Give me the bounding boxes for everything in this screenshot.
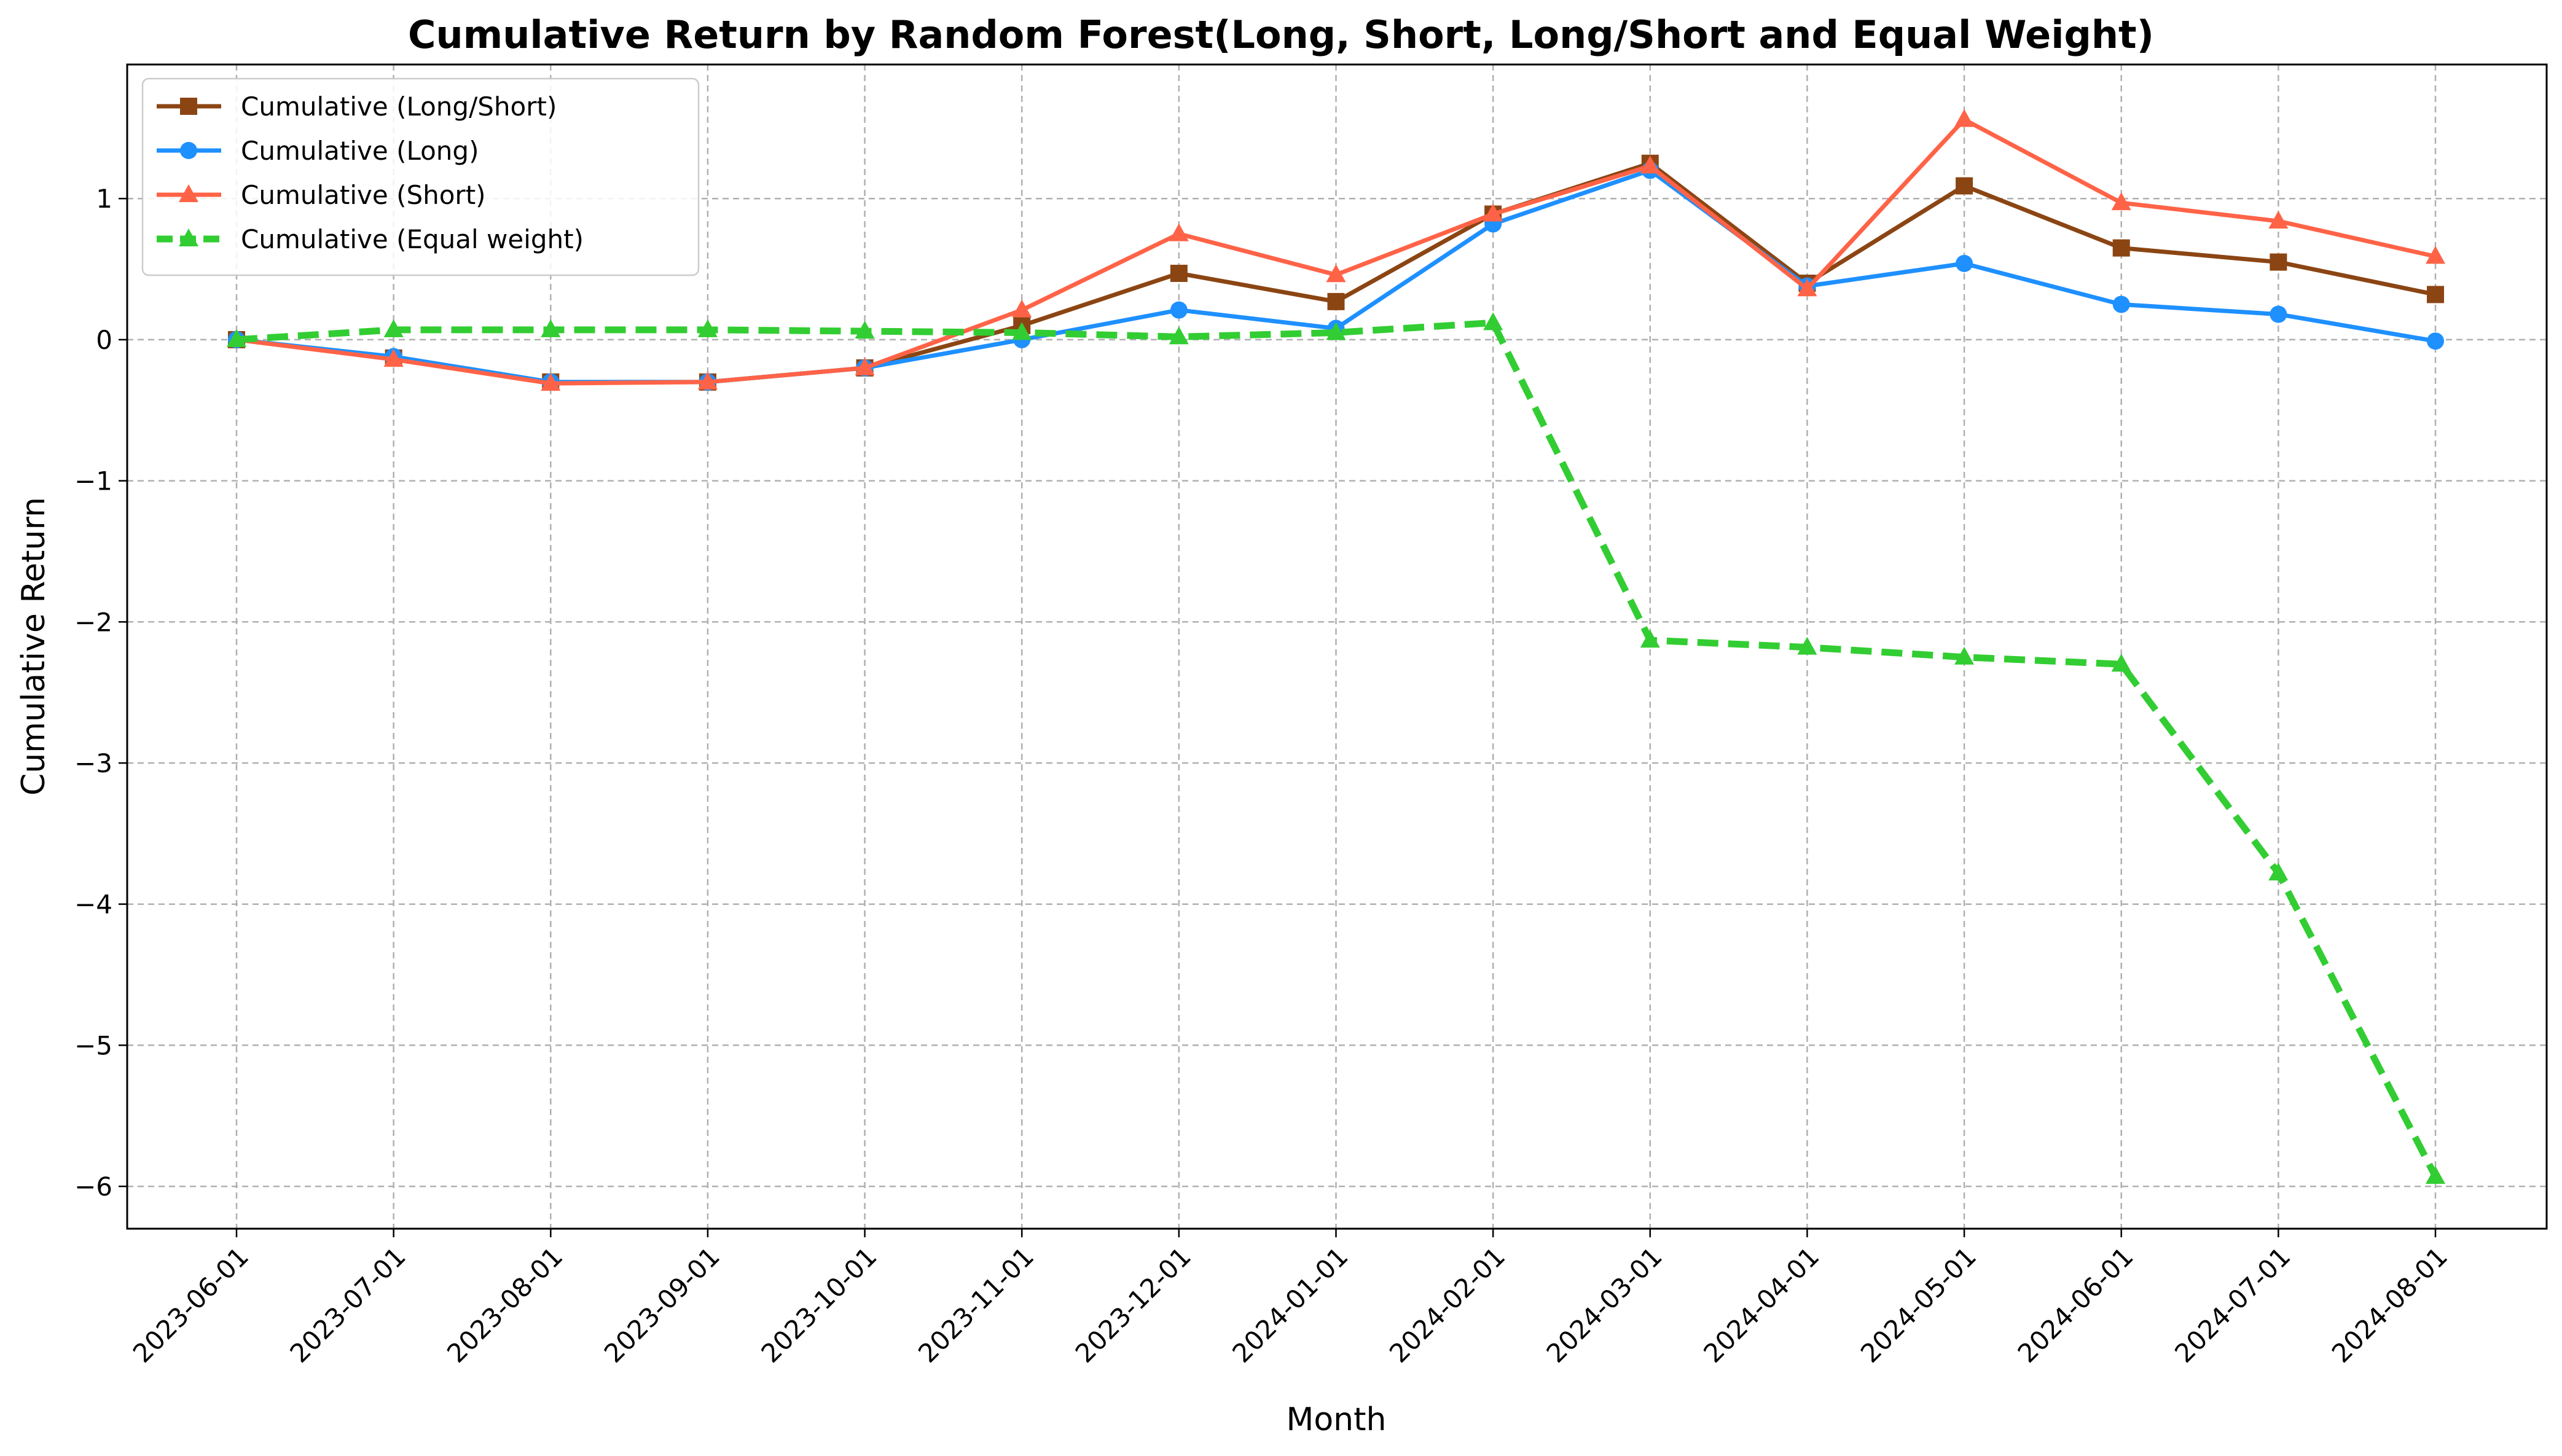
y-tick-label: −4 [74,890,112,920]
chart-title: Cumulative Return by Random Forest(Long,… [408,12,2154,57]
data-point [855,357,875,375]
series-cumulative-equal-weight [227,312,2445,1184]
data-point [1326,264,1346,283]
legend-box [141,77,700,276]
y-tick-label: −1 [74,466,112,496]
data-point [855,321,875,339]
data-point [1326,322,1346,340]
data-point [1170,264,1188,282]
y-tick-label: −3 [74,748,112,778]
y-tick-label: −5 [74,1030,112,1060]
y-tick-label: 1 [96,184,112,214]
data-point [1954,646,1975,665]
data-point [1956,177,1973,195]
data-point [2268,863,2289,881]
x-tick-label: 2023-08-01 [441,1241,568,1368]
data-point [1483,312,1503,331]
x-axis-ticks: 2023-06-01 2023-07-01 2023-08-01 2023-09-01… [127,1229,2453,1369]
data-point [697,319,718,337]
data-point [697,371,718,389]
legend-marker [180,142,197,159]
data-point [1169,223,1189,241]
legend-marker [179,184,198,202]
data-point [1170,301,1188,319]
y-tick-label: −6 [74,1172,112,1202]
legend-label: Cumulative (Short) [241,180,486,210]
x-tick-label: 2024-06-01 [2012,1241,2139,1368]
data-point [1327,292,1345,310]
x-tick-label: 2023-10-01 [755,1241,882,1368]
legend-item: Cumulative (Short) [157,180,486,210]
data-point [227,329,246,347]
y-axis-ticks: 1 0 −1 −2 −3 −4 −5 −6 [74,184,127,1202]
y-tick-label: 0 [96,325,112,355]
data-point [2270,305,2287,323]
data-point [1169,326,1189,345]
legend-label: Cumulative (Long) [241,136,479,166]
legend: Cumulative (Long/Short) Cumulative (Long)… [141,77,700,276]
data-point [1640,630,1660,648]
plot-frame [126,63,2548,1230]
y-axis-label: Cumulative Return [15,497,52,796]
series-line [236,319,2439,1178]
data-point [383,319,404,337]
data-point [2426,1166,2445,1184]
data-point [2111,654,2131,672]
legend-item: Cumulative (Long/Short) [157,92,557,122]
data-point [1956,254,1973,272]
x-tick-label: 2024-07-01 [2169,1241,2296,1368]
data-point [1797,636,1817,655]
data-point [541,373,561,391]
x-tick-label: 2023-12-01 [1070,1241,1197,1368]
data-point [1012,299,1032,318]
y-tick-label: −2 [74,607,112,637]
legend-label: Cumulative (Long/Short) [241,92,557,122]
x-tick-label: 2023-09-01 [598,1241,726,1368]
x-tick-label: 2024-01-01 [1226,1241,1353,1368]
x-tick-label: 2023-11-01 [912,1241,1040,1368]
data-point [1954,109,1975,127]
x-axis-label: Month [1287,1401,1387,1438]
data-point [2268,210,2289,229]
data-point [541,319,561,337]
legend-item: Cumulative (Long) [157,136,479,166]
data-point [1797,278,1817,297]
data-point [2426,246,2445,264]
legend-label: Cumulative (Equal weight) [241,224,584,254]
series-group [227,109,2445,1184]
x-tick-label: 2024-05-01 [1855,1241,1982,1368]
x-tick-label: 2024-04-01 [1698,1241,1825,1368]
legend-item: Cumulative (Equal weight) [157,224,584,254]
data-point [1640,155,1660,174]
x-tick-label: 2024-08-01 [2326,1241,2453,1368]
data-point [2427,286,2444,303]
data-point [2427,332,2444,350]
data-point [2112,239,2130,257]
data-point [2112,296,2130,313]
data-point [2270,253,2287,271]
data-point [383,349,404,367]
legend-marker [180,98,197,115]
data-point [2111,192,2131,211]
data-point [1483,203,1503,222]
data-point [1012,322,1032,340]
series-cumulative-short [227,109,2445,391]
x-tick-label: 2024-02-01 [1384,1241,1511,1368]
x-tick-label: 2024-03-01 [1541,1241,1668,1368]
x-tick-label: 2023-06-01 [127,1241,254,1368]
x-tick-label: 2023-07-01 [284,1241,411,1368]
legend-marker [179,229,198,246]
